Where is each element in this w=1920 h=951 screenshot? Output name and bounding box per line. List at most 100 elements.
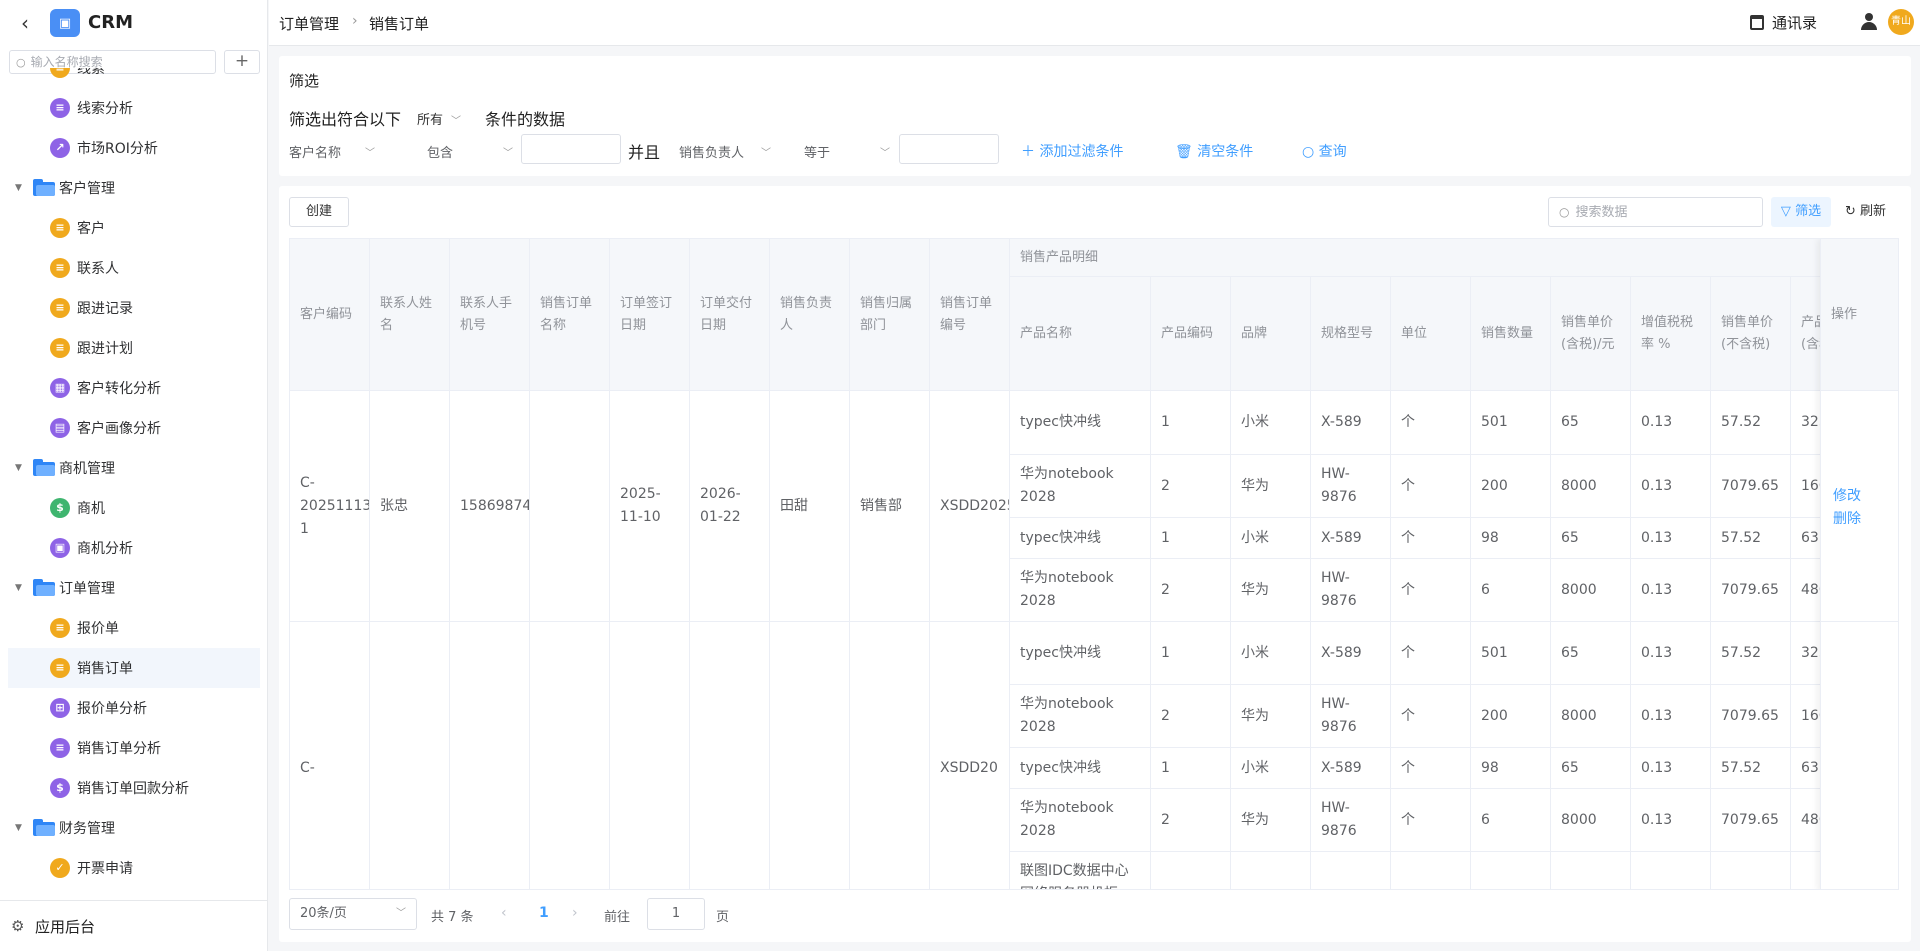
- prev-page-icon[interactable]: ‹: [501, 905, 507, 921]
- filter-panel: 筛选 筛选出符合以下 所有 ﹀ 条件的数据 客户名称 ﹀ 包含 ﹀ 并且 销售负责人 ﹀…: [279, 56, 1911, 176]
- condition2-op-value: 等于: [804, 145, 831, 161]
- condition2-value-input[interactable]: [899, 134, 999, 164]
- table-cell: 65: [1551, 748, 1631, 789]
- goto-page-input[interactable]: 1: [647, 898, 705, 930]
- search-icon: ○: [16, 55, 26, 69]
- table-cell: [1551, 852, 1631, 889]
- chevron-down-icon: ﹀: [451, 116, 462, 127]
- sidebar-search-input[interactable]: [30, 55, 201, 69]
- sidebar-item[interactable]: ≡ 跟进计划: [8, 328, 260, 368]
- filter-title: 筛选: [289, 72, 320, 90]
- sidebar-item[interactable]: $ 商机: [8, 488, 260, 528]
- table-cell: 57.52: [1711, 391, 1791, 455]
- sidebar-item[interactable]: ≡ 销售订单分析: [8, 728, 260, 768]
- condition2-field-select[interactable]: 销售负责人 ﹀: [679, 136, 775, 166]
- sidebar-item-label: 销售订单分析: [77, 741, 161, 757]
- sidebar-item[interactable]: ≡ 跟进记录: [8, 288, 260, 328]
- avatar[interactable]: 青山: [1888, 9, 1914, 35]
- table-cell: 个: [1391, 789, 1471, 852]
- folder-icon: [33, 179, 55, 196]
- condition1-field-value: 客户名称: [289, 145, 342, 161]
- table-cell: 501: [1471, 391, 1551, 455]
- profile-icon: ▤: [50, 418, 70, 438]
- refresh-label: 刷新: [1860, 204, 1887, 219]
- refresh-button[interactable]: ↻ 刷新: [1845, 197, 1886, 227]
- sidebar-group[interactable]: ▼ 订单管理: [8, 568, 260, 608]
- page-number[interactable]: 1: [539, 905, 549, 921]
- sidebar-group-label: 订单管理: [59, 581, 115, 597]
- gear-icon: ⚙: [11, 917, 25, 935]
- condition1-op-select[interactable]: 包含 ﹀: [427, 136, 517, 166]
- sidebar-item[interactable]: ≡ 联系人: [8, 248, 260, 288]
- column-header: 销售负责人: [770, 239, 850, 391]
- contacts-button[interactable]: 通讯录: [1750, 12, 1817, 33]
- filter-toggle-button[interactable]: ▽ 筛选: [1771, 197, 1831, 227]
- create-button[interactable]: 创建: [289, 197, 349, 227]
- app-backend-link[interactable]: ⚙ 应用后台: [0, 900, 268, 951]
- sidebar-item[interactable]: ≡ 线索分析: [8, 88, 260, 128]
- table-cell: 个: [1391, 391, 1471, 455]
- page-size-select[interactable]: 20条/页 ﹀: [289, 898, 417, 930]
- sidebar-item[interactable]: $ 销售订单回款分析: [8, 768, 260, 808]
- data-search-input[interactable]: [1575, 204, 1756, 220]
- table-cell: 7079.65: [1711, 789, 1791, 852]
- chart-icon: ↗: [50, 138, 70, 158]
- delete-link[interactable]: 删除: [1833, 510, 1861, 527]
- condition1-value-input[interactable]: [521, 134, 621, 164]
- group-header: 销售产品明细: [1010, 239, 1871, 277]
- table-cell: 张忠: [370, 391, 450, 622]
- table-cell: [370, 622, 450, 889]
- add-menu-button[interactable]: +: [224, 50, 260, 74]
- sidebar-item[interactable]: ▦ 客户转化分析: [8, 368, 260, 408]
- condition1-field-select[interactable]: 客户名称 ﹀: [289, 136, 379, 166]
- search-icon: ○: [1559, 205, 1570, 219]
- sidebar-item[interactable]: ≡ 销售订单: [8, 648, 260, 688]
- table-cell: C-: [290, 622, 370, 889]
- sidebar-item[interactable]: ⊞ 报价单分析: [8, 688, 260, 728]
- user-icon[interactable]: [1860, 13, 1878, 31]
- breadcrumb-parent[interactable]: 订单管理: [279, 15, 340, 33]
- table-cell: [1231, 852, 1311, 889]
- plus-icon: ＋: [1021, 144, 1040, 160]
- edit-link[interactable]: 修改: [1833, 487, 1861, 504]
- document-icon: ≡: [50, 338, 70, 358]
- column-header: 联系人手机号: [450, 239, 530, 391]
- table-cell: 7079.65: [1711, 559, 1791, 622]
- sidebar-group[interactable]: ▼ 财务管理: [8, 808, 260, 848]
- table-cell: 个: [1391, 748, 1471, 789]
- caret-down-icon: ▼: [15, 183, 22, 193]
- sidebar-item[interactable]: ≡ 客户: [8, 208, 260, 248]
- table-cell: typec快冲线: [1010, 518, 1151, 559]
- sidebar-search[interactable]: ○: [9, 50, 216, 74]
- query-button[interactable]: ○ 查询: [1302, 141, 1347, 161]
- sidebar-item[interactable]: ≡ 线索: [8, 68, 260, 88]
- sidebar-item-label: 客户画像分析: [77, 421, 161, 437]
- next-page-icon[interactable]: ›: [572, 905, 578, 921]
- sidebar-group[interactable]: ▼ 客户管理: [8, 168, 260, 208]
- table-cell: 200: [1471, 685, 1551, 748]
- calendar-icon: ▦: [50, 378, 70, 398]
- back-icon[interactable]: ‹: [21, 11, 29, 35]
- table-cell: 小米: [1231, 391, 1311, 455]
- sidebar-item-label: 跟进记录: [77, 301, 133, 317]
- table-cell: 6: [1471, 789, 1551, 852]
- sidebar-group[interactable]: ▼ 商机管理: [8, 448, 260, 488]
- sidebar-item[interactable]: ▣ 商机分析: [8, 528, 260, 568]
- table-cell: 65: [1551, 622, 1631, 685]
- table-cell: HW-9876: [1311, 789, 1391, 852]
- data-search[interactable]: ○: [1548, 197, 1763, 227]
- table-cell: [610, 622, 690, 889]
- screen-icon: ▣: [50, 538, 70, 558]
- column-header: 客户编码: [290, 239, 370, 391]
- condition2-op-select[interactable]: 等于 ﹀: [804, 136, 894, 166]
- table-panel: 创建 ○ ▽ 筛选 ↻ 刷新 客户编码联系人姓名联系人手机号销售订单名称订单签订…: [279, 186, 1911, 942]
- clear-conditions-button[interactable]: 🗑 清空条件: [1175, 141, 1253, 161]
- sidebar-item[interactable]: ✓ 开票申请: [8, 848, 260, 888]
- table-cell: 0.13: [1631, 391, 1711, 455]
- sidebar-item[interactable]: ↗ 市场ROI分析: [8, 128, 260, 168]
- sidebar-item[interactable]: ≡ 报价单: [8, 608, 260, 648]
- add-filter-button[interactable]: ＋ 添加过滤条件: [1021, 141, 1123, 161]
- match-mode-select[interactable]: 所有 ﹀: [417, 109, 461, 128]
- sidebar-item[interactable]: ▤ 客户画像分析: [8, 408, 260, 448]
- match-mode-value: 所有: [417, 113, 444, 128]
